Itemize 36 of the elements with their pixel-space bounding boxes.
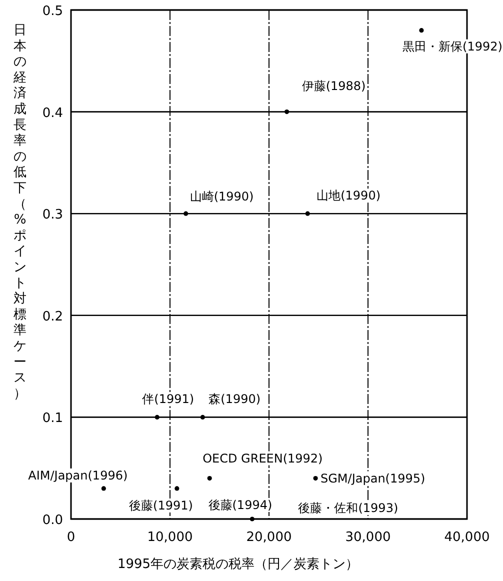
ytick: 0.0 bbox=[42, 513, 63, 528]
ytick: 0.5 bbox=[42, 4, 63, 19]
point bbox=[154, 414, 160, 420]
annotation: SGM/Japan(1995) bbox=[320, 471, 426, 486]
xtick: 20,000 bbox=[246, 530, 292, 545]
point bbox=[250, 516, 254, 522]
annotation: 森(1990) bbox=[208, 392, 261, 406]
ytick: 0.1 bbox=[42, 411, 63, 426]
point bbox=[207, 476, 212, 481]
point bbox=[184, 211, 188, 216]
point bbox=[101, 486, 106, 491]
xtick: 0 bbox=[66, 530, 76, 545]
annotation: OECD GREEN(1992) bbox=[202, 451, 323, 466]
point bbox=[419, 28, 424, 33]
xtick: 40,000 bbox=[444, 530, 490, 545]
ylabel: 日本の経済成長率の低下（%ポイント対標準ケース） bbox=[14, 23, 26, 402]
annotation: 山地(1990) bbox=[316, 188, 381, 203]
xtick: 10,000 bbox=[147, 530, 193, 545]
point bbox=[313, 476, 318, 481]
point bbox=[174, 486, 180, 491]
ytick: 0.4 bbox=[42, 106, 63, 121]
annotation: 後藤(1994) bbox=[208, 498, 272, 512]
annotation: 伴(1991) bbox=[142, 392, 194, 406]
annotation: 後藤・佐和(1993) bbox=[298, 501, 398, 515]
annotation: 後藤(1991) bbox=[129, 498, 193, 512]
annotation: 山崎(1990) bbox=[190, 190, 254, 204]
xtick: 30,000 bbox=[345, 530, 391, 545]
point bbox=[284, 110, 290, 114]
point bbox=[200, 414, 205, 420]
ytick: 0.2 bbox=[42, 309, 63, 324]
xlabel: 1995年の炭素税の税率（円／炭素トン） bbox=[117, 557, 359, 572]
annotation: 伊藤(1988) bbox=[302, 78, 366, 93]
point bbox=[305, 211, 310, 216]
annotation: 黒田・新保(1992) bbox=[402, 39, 502, 54]
annotation: AIM/Japan(1996) bbox=[28, 468, 128, 482]
ytick: 0.3 bbox=[42, 208, 63, 223]
